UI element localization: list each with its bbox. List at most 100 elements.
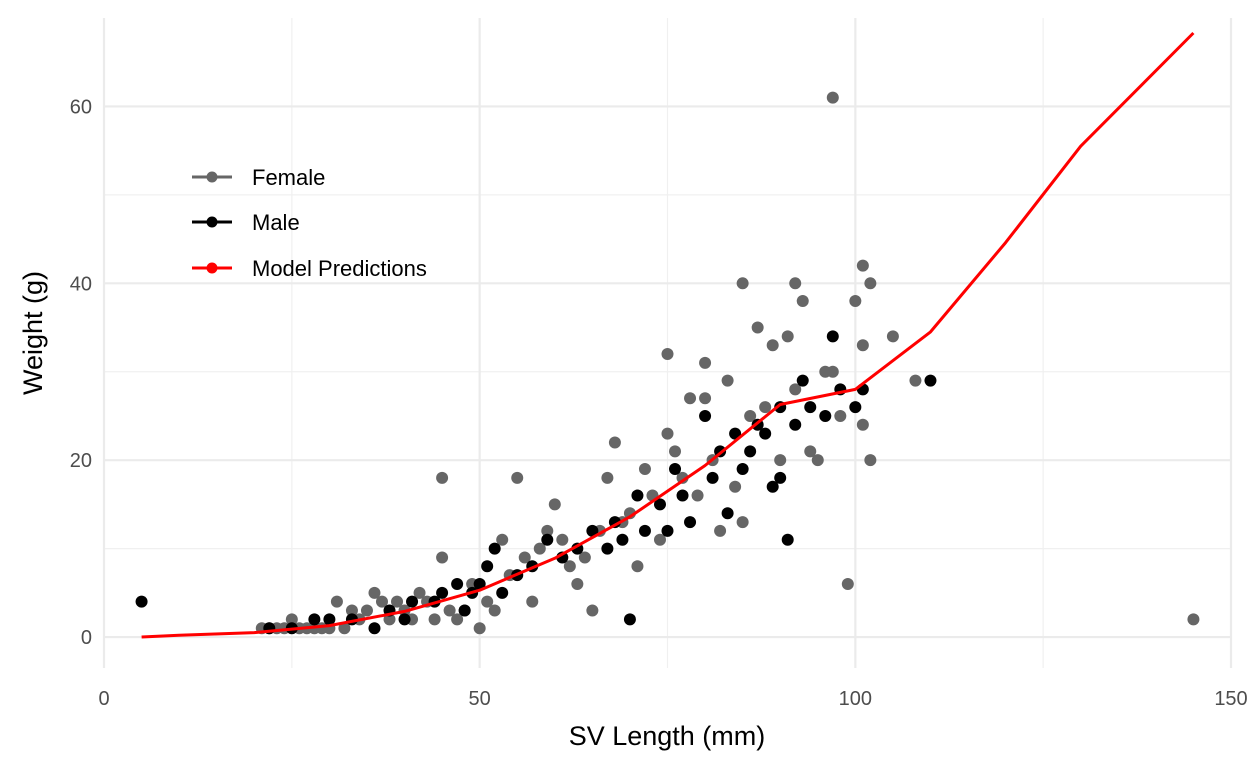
y-tick-label: 60 bbox=[70, 96, 92, 118]
point-female bbox=[766, 339, 779, 352]
point-female bbox=[496, 533, 509, 546]
point-male bbox=[766, 480, 779, 493]
point-male bbox=[623, 613, 636, 626]
point-female bbox=[548, 498, 561, 511]
point-female bbox=[601, 471, 614, 484]
point-male bbox=[308, 613, 321, 626]
point-female bbox=[653, 533, 666, 546]
point-male bbox=[744, 445, 757, 458]
point-male bbox=[586, 524, 599, 537]
point-female bbox=[886, 330, 899, 343]
point-female bbox=[759, 401, 772, 414]
point-female bbox=[526, 595, 539, 608]
point-female bbox=[436, 471, 449, 484]
legend: Female Male Model Predictions bbox=[192, 165, 427, 281]
point-female bbox=[699, 356, 712, 369]
point-male bbox=[631, 489, 644, 502]
point-female bbox=[864, 454, 877, 467]
y-axis-ticks: 0 20 40 60 bbox=[70, 96, 92, 649]
point-male bbox=[721, 507, 734, 520]
point-female bbox=[586, 604, 599, 617]
point-male bbox=[924, 374, 937, 387]
point-female bbox=[834, 409, 847, 422]
legend-male-label: Male bbox=[252, 210, 300, 235]
point-female bbox=[721, 374, 734, 387]
point-female bbox=[736, 277, 749, 290]
point-male bbox=[781, 533, 794, 546]
point-female bbox=[751, 321, 764, 334]
point-male bbox=[406, 595, 419, 608]
point-female bbox=[571, 577, 584, 590]
point-male bbox=[458, 604, 471, 617]
point-female bbox=[436, 551, 449, 564]
point-male bbox=[451, 577, 464, 590]
point-female bbox=[744, 409, 757, 422]
point-female bbox=[428, 613, 441, 626]
point-female bbox=[804, 445, 817, 458]
point-female bbox=[864, 277, 877, 290]
point-female bbox=[488, 604, 501, 617]
point-female bbox=[774, 454, 787, 467]
x-tick-label: 100 bbox=[839, 688, 872, 710]
legend-item-female: Female bbox=[192, 165, 325, 190]
point-female bbox=[669, 445, 682, 458]
point-female bbox=[714, 524, 727, 537]
legend-model-dot bbox=[206, 262, 218, 274]
point-male bbox=[684, 516, 697, 529]
point-female bbox=[909, 374, 922, 387]
point-female bbox=[285, 613, 298, 626]
point-female bbox=[856, 259, 869, 272]
point-female bbox=[443, 604, 456, 617]
point-female bbox=[684, 392, 697, 405]
point-female bbox=[511, 471, 524, 484]
point-female bbox=[541, 524, 554, 537]
point-male bbox=[706, 471, 719, 484]
point-male bbox=[661, 524, 674, 537]
y-tick-label: 40 bbox=[70, 273, 92, 295]
point-male bbox=[653, 498, 666, 511]
point-male bbox=[601, 542, 614, 555]
legend-item-model-predictions: Model Predictions bbox=[192, 256, 427, 281]
point-female bbox=[473, 622, 486, 635]
point-female bbox=[518, 551, 531, 564]
point-male bbox=[616, 533, 629, 546]
point-male bbox=[676, 489, 689, 502]
point-male bbox=[541, 533, 554, 546]
point-male bbox=[849, 401, 862, 414]
point-female bbox=[631, 560, 644, 573]
legend-model-label: Model Predictions bbox=[252, 256, 427, 281]
point-male bbox=[398, 613, 411, 626]
x-tick-label: 150 bbox=[1214, 688, 1247, 710]
x-axis-ticks: 0 50 100 150 bbox=[98, 688, 1247, 710]
point-female bbox=[849, 294, 862, 307]
point-female bbox=[413, 586, 426, 599]
legend-female-label: Female bbox=[252, 165, 325, 190]
prediction-lines bbox=[141, 31, 1195, 639]
point-female bbox=[736, 516, 749, 529]
point-female bbox=[676, 471, 689, 484]
point-female bbox=[691, 489, 704, 502]
point-male bbox=[368, 622, 381, 635]
point-male bbox=[819, 409, 832, 422]
point-female bbox=[533, 542, 546, 555]
point-female bbox=[383, 613, 396, 626]
point-female bbox=[481, 595, 494, 608]
y-tick-label: 0 bbox=[81, 627, 92, 649]
y-axis-title: Weight (g) bbox=[18, 271, 48, 395]
point-male bbox=[759, 427, 772, 440]
point-female bbox=[345, 604, 358, 617]
point-female bbox=[826, 365, 839, 378]
point-male bbox=[496, 586, 509, 599]
point-male bbox=[826, 330, 839, 343]
legend-female-dot bbox=[206, 171, 218, 183]
point-female bbox=[608, 436, 621, 449]
point-female bbox=[1187, 613, 1200, 626]
point-female bbox=[578, 551, 591, 564]
point-female bbox=[826, 91, 839, 104]
point-female bbox=[789, 277, 802, 290]
x-tick-label: 50 bbox=[469, 688, 491, 710]
point-female bbox=[368, 586, 381, 599]
point-male bbox=[488, 542, 501, 555]
y-tick-label: 20 bbox=[70, 450, 92, 472]
